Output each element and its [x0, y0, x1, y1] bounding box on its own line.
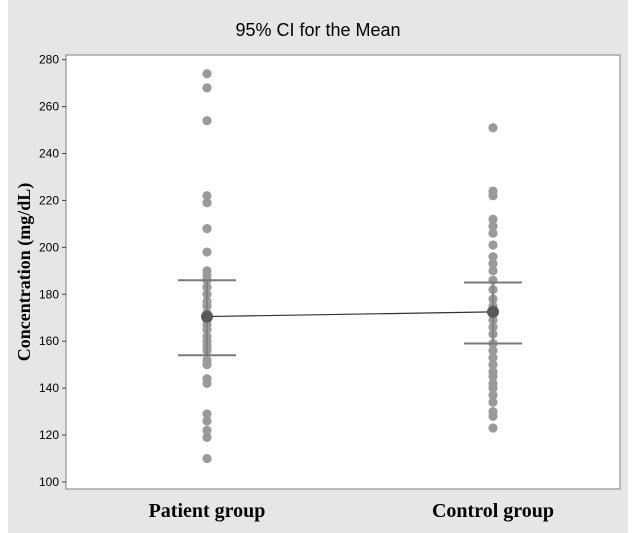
data-point: [488, 371, 498, 381]
data-point: [488, 353, 498, 363]
data-point: [488, 411, 498, 421]
data-point: [488, 252, 498, 262]
data-point: [488, 214, 498, 224]
data-point: [202, 247, 212, 257]
data-point: [488, 423, 498, 433]
data-point: [202, 69, 212, 79]
data-point: [488, 259, 498, 269]
data-point: [488, 221, 498, 231]
data-point: [488, 390, 498, 400]
chart-marks: [178, 69, 522, 464]
y-tick-label: 160: [39, 334, 59, 348]
data-point: [202, 224, 212, 234]
title-band: [8, 0, 628, 44]
data-point: [488, 266, 498, 276]
data-point: [202, 360, 212, 370]
data-point: [202, 191, 212, 201]
y-tick-label: 100: [39, 475, 59, 489]
data-point: [488, 383, 498, 393]
data-point: [202, 416, 212, 426]
data-point: [202, 116, 212, 126]
y-tick-label: 200: [39, 240, 59, 254]
y-axis-label: Concentration (mg/dL): [14, 183, 35, 362]
plot-area: [65, 54, 621, 490]
data-point: [202, 425, 212, 435]
data-point: [202, 453, 212, 464]
data-point: [488, 228, 498, 238]
y-axis: 100 120 140 160 180 200 220 240 260 280: [39, 53, 66, 489]
data-point: [202, 198, 212, 208]
data-point: [202, 432, 212, 442]
data-point: [488, 345, 498, 356]
data-point: [488, 191, 498, 201]
mean-connect-line: [206, 311, 494, 318]
data-point: [202, 83, 212, 93]
y-tick-label: 240: [39, 147, 59, 161]
data-point: [202, 378, 212, 389]
y-tick-label: 180: [39, 287, 59, 301]
y-tick-label: 260: [39, 100, 59, 114]
y-tick-label: 120: [39, 428, 59, 442]
x-category-label: Patient group: [149, 500, 266, 522]
data-point: [488, 240, 498, 250]
y-tick-label: 220: [39, 193, 59, 207]
y-tick-label: 280: [39, 53, 59, 67]
data-point: [488, 360, 498, 370]
y-tick-label: 140: [39, 381, 59, 395]
data-point: [202, 409, 212, 419]
x-axis-categories: Patient group Control group: [149, 500, 554, 522]
chart-title: 95% CI for the Mean: [235, 20, 400, 40]
mean-point: [487, 305, 499, 318]
mean-point: [201, 310, 213, 323]
x-category-label: Control group: [432, 500, 554, 522]
data-point: [488, 123, 498, 133]
data-point: [488, 397, 498, 407]
